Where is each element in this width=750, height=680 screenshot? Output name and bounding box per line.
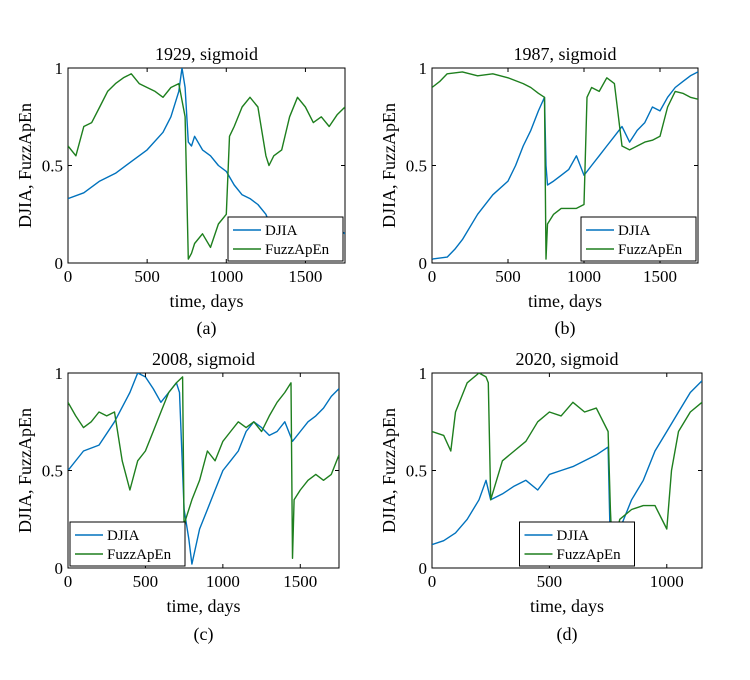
panel-caption: (a) (197, 318, 217, 339)
legend-box (519, 521, 635, 567)
y-tick-label: 0.5 (42, 157, 63, 176)
chart-title: 2008, sigmoid (152, 349, 255, 369)
y-tick-label: 1 (419, 59, 428, 78)
series-line-djia (68, 373, 339, 565)
legend-label-fuzzapen: FuzzApEn (265, 242, 330, 258)
y-axis-label: DJIA, FuzzApEn (379, 408, 399, 533)
legend-label-djia: DJIA (107, 528, 140, 544)
y-tick-label: 0 (419, 559, 428, 578)
x-tick-label: 0 (428, 267, 437, 286)
legend: DJIA FuzzApEn (519, 521, 635, 567)
legend-label-fuzzapen: FuzzApEn (557, 547, 622, 563)
series-line-fuzzapen (432, 373, 702, 565)
legend-box (69, 521, 186, 567)
x-axis-label: time, days (167, 596, 241, 616)
y-axis-label: DJIA, FuzzApEn (15, 103, 35, 228)
y-tick-label: 1 (419, 364, 428, 383)
x-tick-label: 0 (64, 572, 73, 591)
x-tick-label: 1000 (650, 572, 684, 591)
chart-title: 2020, sigmoid (515, 349, 618, 369)
panel-b: 0 500 1000 1500 0 0.5 1 1987, sigmoid time, days… (379, 44, 699, 339)
x-axis-label: time, days (170, 291, 244, 311)
x-axis-label: time, days (528, 291, 602, 311)
legend-box (227, 216, 344, 262)
series-line-fuzzapen (68, 376, 339, 559)
y-tick-label: 0 (55, 559, 64, 578)
y-tick-label: 0.5 (406, 157, 427, 176)
series-line-djia (432, 380, 702, 565)
x-tick-label: 1500 (288, 267, 322, 286)
panel-d: 0 500 1000 0 0.5 1 2020, sigmoid time, days DJIA… (379, 349, 703, 645)
y-tick-label: 1 (55, 59, 64, 78)
legend: DJIA FuzzApEn (69, 521, 186, 567)
x-tick-label: 500 (134, 267, 160, 286)
x-tick-label: 1000 (567, 267, 601, 286)
y-axis-label: DJIA, FuzzApEn (15, 408, 35, 533)
series-line-fuzzapen (68, 73, 345, 260)
panel-caption: (b) (555, 318, 576, 339)
y-tick-label: 1 (55, 364, 64, 383)
panel-c: 0 500 1000 1500 0 0.5 1 2008, sigmoid time, days… (15, 349, 340, 645)
x-axis-label: time, days (530, 596, 604, 616)
legend-label-fuzzapen: FuzzApEn (107, 547, 172, 563)
x-tick-label: 500 (537, 572, 563, 591)
panel-caption: (c) (194, 624, 214, 645)
chart-title: 1929, sigmoid (155, 44, 258, 64)
panel-caption: (d) (557, 624, 578, 645)
legend: DJIA FuzzApEn (580, 216, 697, 262)
legend-label-djia: DJIA (557, 528, 590, 544)
x-tick-label: 1000 (206, 572, 240, 591)
legend: DJIA FuzzApEn (227, 216, 344, 262)
chart-title: 1987, sigmoid (513, 44, 616, 64)
x-tick-label: 1500 (643, 267, 677, 286)
series-line-djia (432, 71, 698, 260)
panel-a: 0 500 1000 1500 0 0.5 1 1929, sigmoid time, days… (15, 44, 346, 339)
y-tick-label: 0 (419, 254, 428, 273)
series-line-fuzzapen (432, 71, 698, 260)
y-axis-label: DJIA, FuzzApEn (379, 103, 399, 228)
x-tick-label: 0 (64, 267, 73, 286)
y-tick-label: 0.5 (406, 462, 427, 481)
x-tick-label: 1500 (283, 572, 317, 591)
x-tick-label: 500 (495, 267, 521, 286)
y-tick-label: 0.5 (42, 462, 63, 481)
y-tick-label: 0 (55, 254, 64, 273)
legend-label-djia: DJIA (265, 223, 298, 239)
x-tick-label: 1000 (209, 267, 243, 286)
legend-label-djia: DJIA (618, 223, 651, 239)
x-tick-label: 500 (133, 572, 159, 591)
legend-box (580, 216, 697, 262)
legend-label-fuzzapen: FuzzApEn (618, 242, 683, 258)
x-tick-label: 0 (428, 572, 437, 591)
